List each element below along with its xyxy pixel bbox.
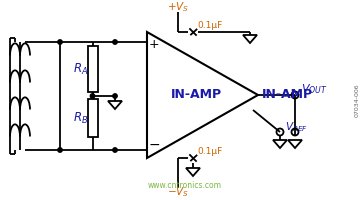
Circle shape [113, 148, 117, 152]
Circle shape [58, 40, 62, 44]
Circle shape [113, 94, 117, 98]
Circle shape [90, 94, 95, 98]
Text: −: − [148, 138, 160, 152]
Bar [87, 99, 97, 137]
Text: 07034-006: 07034-006 [355, 83, 360, 117]
Text: +: + [149, 38, 159, 51]
Text: $+V_S$: $+V_S$ [167, 0, 189, 14]
Bar [87, 46, 97, 92]
Text: IN-AMP: IN-AMP [261, 88, 313, 102]
Text: $R_B$: $R_B$ [73, 110, 88, 126]
Text: $V_{REF}$: $V_{REF}$ [285, 120, 308, 134]
Text: $-V_S$: $-V_S$ [167, 185, 189, 199]
Text: 0.1μF: 0.1μF [197, 21, 222, 30]
Text: IN-AMP: IN-AMP [170, 88, 222, 102]
Text: $R_A$: $R_A$ [73, 61, 88, 77]
Text: $V_{OUT}$: $V_{OUT}$ [301, 82, 328, 96]
Text: www.cntronics.com: www.cntronics.com [148, 180, 222, 190]
Circle shape [58, 148, 62, 152]
Text: 0.1μF: 0.1μF [197, 148, 222, 156]
Circle shape [113, 40, 117, 44]
